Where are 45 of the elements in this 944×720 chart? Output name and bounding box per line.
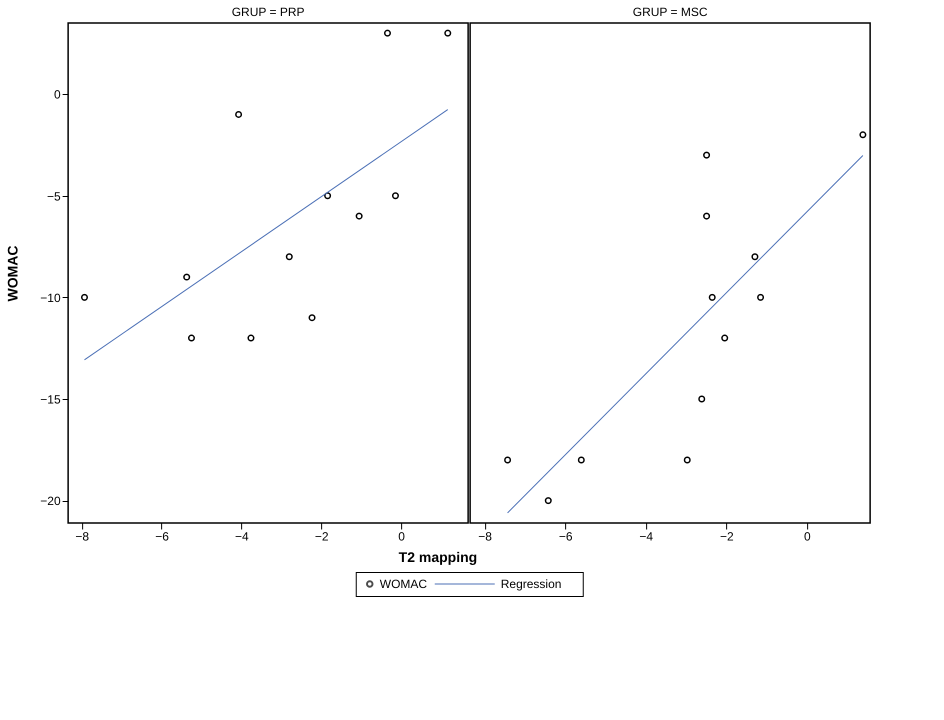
point: [308, 314, 316, 322]
point: [698, 396, 706, 402]
y-tick-label: −15: [40, 392, 61, 407]
point: [235, 110, 242, 118]
x-tick-label: −4: [639, 530, 654, 544]
point: [188, 334, 195, 342]
point: [183, 274, 190, 281]
chart-title: GRUP = PRP: [232, 5, 305, 19]
x-tick-label: −4: [235, 530, 250, 544]
x-tick-label: −2: [314, 530, 329, 544]
y-tick-label: −20: [40, 494, 61, 508]
point: [392, 192, 399, 200]
point: [703, 152, 710, 159]
point: [544, 497, 552, 504]
point: [384, 30, 391, 37]
point: [247, 334, 254, 342]
x-tick-label: −6: [155, 530, 170, 544]
x-tick-label: 0: [398, 530, 406, 544]
x-tick-label: −8: [478, 530, 492, 544]
point: [708, 294, 716, 301]
x-tick-label: −6: [558, 530, 573, 544]
point: [751, 253, 758, 260]
y-axis-title: WOMAC: [4, 246, 20, 302]
point: [81, 294, 88, 301]
point: [859, 131, 866, 138]
point: [504, 456, 512, 464]
y-tick-label: 0: [54, 88, 61, 102]
point: [356, 212, 363, 220]
point: [703, 212, 710, 220]
chart-title: GRUP = MSC: [632, 5, 708, 19]
legend-label: Regression: [500, 577, 562, 591]
x-axis-title: T2 mapping: [398, 548, 478, 565]
x-tick-label: −2: [720, 530, 734, 544]
point: [684, 456, 691, 464]
point: [444, 30, 452, 37]
point: [286, 253, 293, 260]
point: [721, 334, 728, 342]
x-tick-label: −8: [75, 530, 90, 544]
x-tick-label: 0: [804, 530, 812, 544]
y-tick-label: −5: [46, 189, 61, 204]
point: [324, 192, 332, 200]
y-tick-label: −10: [40, 290, 61, 305]
point: [578, 456, 585, 464]
point: [757, 294, 764, 301]
legend-label: WOMAC: [380, 577, 428, 591]
